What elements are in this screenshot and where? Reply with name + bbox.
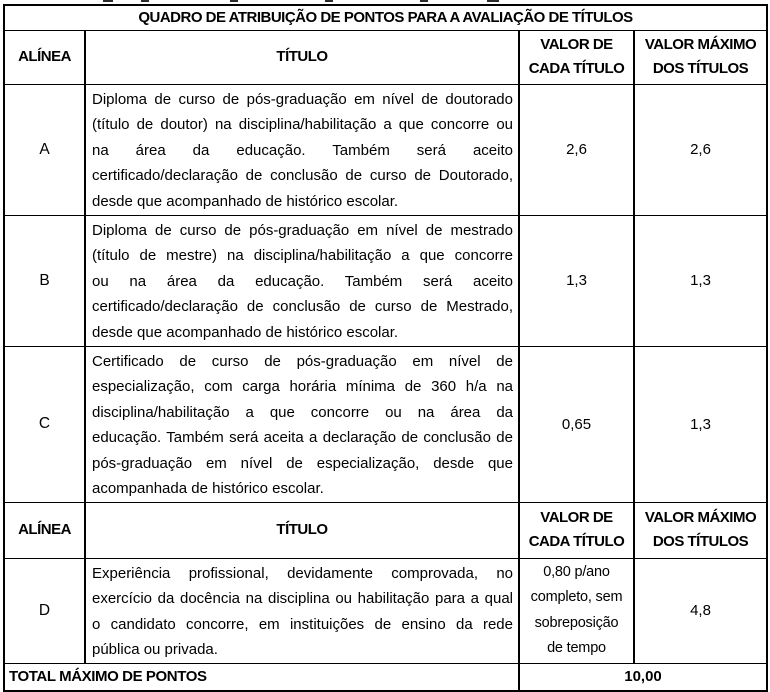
titulo-description: Diploma de curso de pós-graduação em nív…	[84, 83, 520, 216]
table-row-a: A Diploma de curso de pós-graduação em n…	[3, 83, 769, 216]
alinea-value: B	[3, 214, 86, 347]
table-row-d: D Experiência profissional, devidamente …	[3, 557, 769, 664]
col-header-valor-cada-titulo: VALOR DE CADA TÍTULO	[518, 501, 635, 559]
points-attribution-table: QUADRO DE ATRIBUIÇÃO DE PONTOS PARA A AV…	[2, 4, 769, 692]
header-row: ALÍNEA TÍTULO VALOR DE CADA TÍTULO VALOR …	[3, 29, 769, 85]
valor-cada-titulo-value: 0,80 p/ano completo, sem sobreposição de te…	[518, 557, 635, 664]
text-fragment	[420, 0, 428, 2]
valor-maximo-value: 1,3	[632, 214, 769, 347]
valor-maximo-value: 4,8	[632, 557, 769, 664]
text-fragment	[230, 0, 238, 2]
valor-maximo-value: 2,6	[632, 83, 769, 216]
total-value: 10,00	[517, 662, 769, 692]
col-header-alinea: ALÍNEA	[3, 501, 86, 559]
col-header-valor-maximo: VALOR MÁXIMO DOS TÍTULOS	[632, 29, 769, 85]
titulo-description: Diploma de curso de pós-graduação em nív…	[84, 214, 520, 347]
header-row-repeat: ALÍNEA TÍTULO VALOR DE CADA TÍTULO VALOR …	[3, 501, 769, 559]
alinea-value: A	[3, 83, 86, 216]
col-header-alinea: ALÍNEA	[3, 29, 86, 85]
valor-cada-titulo-value: 1,3	[518, 214, 635, 347]
col-header-titulo: TÍTULO	[84, 501, 520, 559]
titulo-description: Certificado de curso de pós-graduação em…	[84, 345, 520, 503]
col-header-titulo: TÍTULO	[84, 29, 520, 85]
alinea-value: D	[3, 557, 86, 664]
text-fragment	[141, 0, 149, 2]
total-label: TOTAL MÁXIMO DE PONTOS	[3, 662, 520, 692]
table-row-c: C Certificado de curso de pós-graduação …	[3, 345, 769, 503]
col-header-valor-cada-titulo: VALOR DE CADA TÍTULO	[518, 29, 635, 85]
table-title: QUADRO DE ATRIBUIÇÃO DE PONTOS PARA A AV…	[2, 4, 769, 31]
table-row-b: B Diploma de curso de pós-graduação em n…	[3, 214, 769, 347]
text-fragment	[487, 0, 499, 2]
valor-cada-titulo-value: 0,65	[518, 345, 635, 503]
cropped-text-fragments	[0, 0, 770, 3]
text-fragment	[103, 0, 113, 2]
titulo-description: Experiência profissional, devidamente co…	[84, 557, 520, 664]
valor-cada-titulo-value: 2,6	[518, 83, 635, 216]
alinea-value: C	[3, 345, 86, 503]
col-header-valor-maximo: VALOR MÁXIMO DOS TÍTULOS	[632, 501, 769, 559]
table-title-row: QUADRO DE ATRIBUIÇÃO DE PONTOS PARA A AV…	[2, 4, 769, 31]
text-fragment	[325, 0, 333, 2]
total-row: TOTAL MÁXIMO DE PONTOS 10,00	[3, 662, 769, 692]
valor-maximo-value: 1,3	[632, 345, 769, 503]
